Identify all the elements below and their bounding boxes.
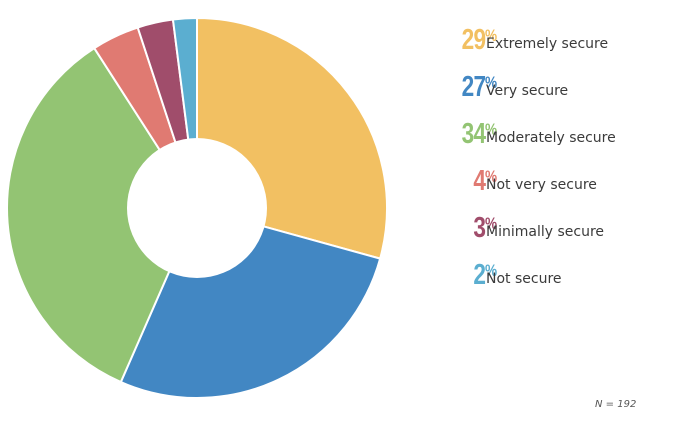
legend-item-moderately-secure: 34% Moderately secure xyxy=(428,120,668,167)
legend-percent-symbol: % xyxy=(484,214,497,233)
sample-size-note: N = 192 xyxy=(595,399,637,410)
legend-percent-value: 27 xyxy=(461,71,485,103)
legend-percent-value: 34 xyxy=(461,118,485,150)
legend-label: Minimally secure xyxy=(486,224,605,240)
legend-percent: 3% xyxy=(470,214,500,243)
legend-percent-symbol: % xyxy=(484,26,497,45)
legend-percent: 34% xyxy=(455,120,500,149)
legend-label: Not very secure xyxy=(486,177,597,193)
legend-label: Extremely secure xyxy=(486,36,609,52)
legend-item-not-secure: 2% Not secure xyxy=(428,261,668,308)
legend-percent: 29% xyxy=(455,26,500,55)
legend-percent-symbol: % xyxy=(484,120,497,139)
legend-percent: 4% xyxy=(470,167,500,196)
slice-moderately-secure xyxy=(6,46,199,384)
legend-percent-value: 2 xyxy=(473,259,486,291)
legend-item-extremely-secure: 29% Extremely secure xyxy=(428,26,668,73)
legend-percent-value: 4 xyxy=(473,165,486,197)
legend: 29% Extremely secure 27% Very secure 34%… xyxy=(428,26,668,308)
legend-percent-symbol: % xyxy=(484,261,497,280)
donut-chart xyxy=(6,16,388,400)
legend-percent-value: 29 xyxy=(461,24,485,56)
legend-percent-symbol: % xyxy=(484,167,497,186)
legend-percent-symbol: % xyxy=(484,73,497,92)
legend-percent: 27% xyxy=(455,73,500,102)
legend-percent: 2% xyxy=(470,261,500,290)
legend-item-not-very-secure: 4% Not very secure xyxy=(428,167,668,214)
legend-percent-value: 3 xyxy=(473,212,486,244)
legend-label: Very secure xyxy=(486,83,569,99)
legend-label: Moderately secure xyxy=(486,130,616,146)
legend-item-very-secure: 27% Very secure xyxy=(428,73,668,120)
legend-label: Not secure xyxy=(486,271,562,287)
donut-hole xyxy=(127,138,267,278)
legend-item-minimally-secure: 3% Minimally secure xyxy=(428,214,668,261)
